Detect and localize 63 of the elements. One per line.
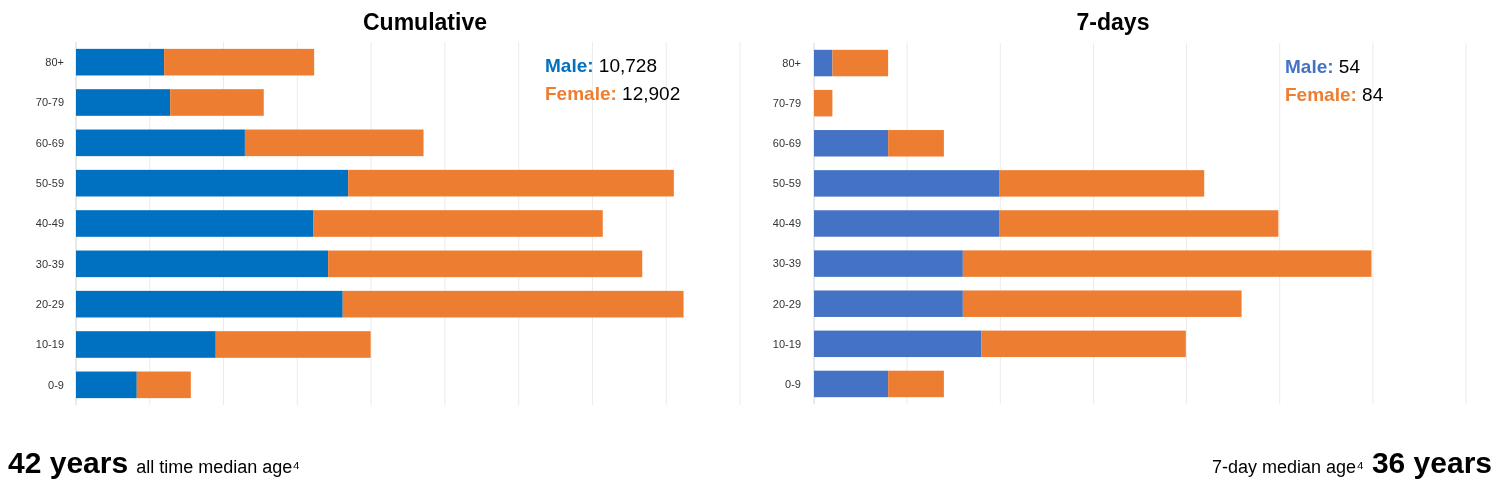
bar xyxy=(981,330,1186,358)
bar xyxy=(76,89,171,116)
y-tick-label: 20-29 xyxy=(35,298,64,311)
bar xyxy=(76,371,137,399)
y-tick-label: 10-19 xyxy=(35,338,64,351)
text: Male: 54 xyxy=(1285,56,1361,77)
bar xyxy=(814,370,889,398)
bar xyxy=(136,371,191,399)
y-tick-label: 30-39 xyxy=(35,257,64,270)
bar xyxy=(814,170,1000,197)
bar xyxy=(814,89,833,117)
bar xyxy=(888,370,944,398)
text: Female: 12,902 xyxy=(545,83,681,104)
bar xyxy=(814,49,833,77)
y-tick-label: 60-69 xyxy=(772,137,801,150)
bar xyxy=(244,129,424,157)
y-tick-label: 60-69 xyxy=(35,136,64,149)
y-tick-label: 0-9 xyxy=(48,378,64,391)
text: all time median age⁴ xyxy=(136,457,300,477)
y-tick-label: 50-59 xyxy=(35,177,64,190)
bar xyxy=(76,290,343,318)
bar xyxy=(313,210,603,237)
y-tick-label: 80+ xyxy=(45,56,64,69)
y-tick-label: 40-49 xyxy=(35,217,64,230)
y-tick-label: 70-79 xyxy=(772,97,801,110)
text: Male: 10,728 xyxy=(545,55,657,76)
bar xyxy=(814,210,1000,237)
y-tick-label: 50-59 xyxy=(772,177,801,190)
bar xyxy=(328,250,643,278)
text: 36 years xyxy=(1371,446,1492,479)
text: Female: 84 xyxy=(1285,84,1384,105)
bar xyxy=(76,129,245,157)
bar xyxy=(76,169,349,197)
bar xyxy=(999,210,1279,237)
bar xyxy=(888,130,944,157)
y-tick-label: 70-79 xyxy=(35,96,64,109)
bar xyxy=(170,89,264,116)
bar xyxy=(215,331,371,358)
chart-title: 7-days xyxy=(1076,9,1150,35)
y-tick-label: 0-9 xyxy=(785,377,801,390)
bar xyxy=(814,250,963,277)
bar xyxy=(342,290,684,318)
bar xyxy=(814,130,889,157)
text: 42 years xyxy=(8,446,129,479)
bar xyxy=(832,49,889,77)
y-tick-label: 20-29 xyxy=(772,297,801,310)
y-tick-label: 30-39 xyxy=(772,257,801,270)
bar xyxy=(999,170,1205,197)
y-tick-label: 10-19 xyxy=(772,337,801,350)
text: 7-day median age⁴ xyxy=(1212,457,1364,477)
bar xyxy=(76,48,165,76)
bar xyxy=(814,290,963,317)
bar xyxy=(814,330,982,358)
y-tick-label: 40-49 xyxy=(772,217,801,230)
bar xyxy=(164,48,315,76)
bar xyxy=(76,331,216,358)
bar xyxy=(348,169,674,197)
bar xyxy=(962,250,1372,277)
y-tick-label: 80+ xyxy=(782,56,801,69)
bar xyxy=(76,210,314,237)
chart-title: Cumulative xyxy=(363,9,487,35)
bar xyxy=(76,250,329,278)
bar xyxy=(962,290,1242,317)
